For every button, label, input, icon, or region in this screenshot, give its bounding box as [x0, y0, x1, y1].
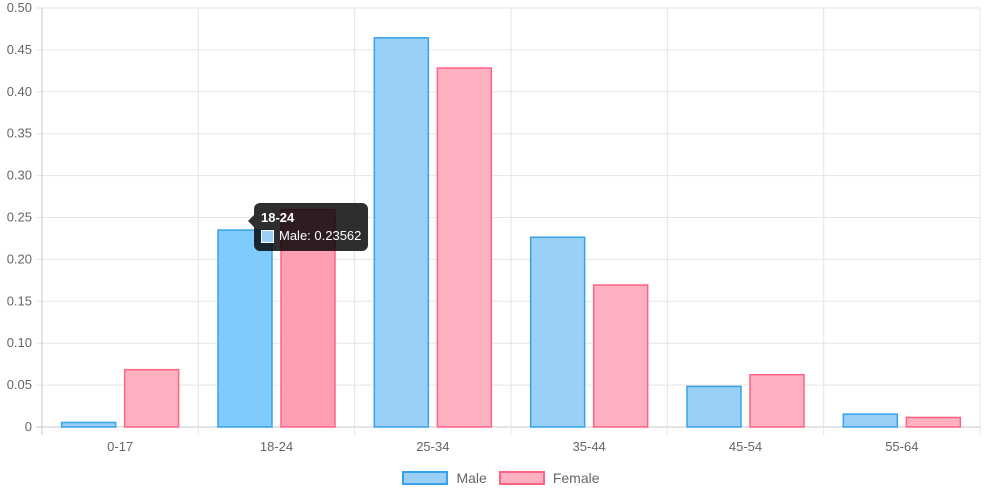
legend-item-male[interactable]: Male — [402, 470, 487, 486]
y-tick-label: 0.15 — [7, 293, 32, 308]
bar-male-35-44[interactable] — [529, 236, 586, 428]
bar-female-55-64[interactable] — [905, 416, 962, 428]
tooltip-label: Male: 0.23562 — [279, 228, 362, 243]
bar-female-35-44[interactable] — [592, 284, 649, 428]
bar-male-0-17[interactable] — [60, 421, 117, 428]
bar-female-25-34[interactable] — [436, 67, 493, 428]
legend-item-female[interactable]: Female — [498, 470, 600, 486]
bar-male-55-64[interactable] — [842, 413, 899, 428]
x-tick-label: 0-17 — [107, 439, 133, 454]
x-tick-label: 55-64 — [885, 439, 918, 454]
bar-female-0-17[interactable] — [123, 368, 180, 428]
y-tick-label: 0.25 — [7, 210, 32, 225]
bar-male-18-24[interactable] — [217, 229, 273, 428]
legend-label-female: Female — [552, 470, 600, 486]
y-tick-label: 0 — [25, 419, 32, 434]
y-tick-label: 0.50 — [7, 0, 32, 15]
x-tick-label: 25-34 — [416, 439, 449, 454]
y-tick-label: 0.20 — [7, 251, 32, 266]
y-tick-label: 0.10 — [7, 335, 32, 350]
y-tick-label: 0.30 — [7, 168, 32, 183]
tooltip-title: 18-24 — [261, 210, 295, 225]
tooltip-swatch — [261, 229, 274, 243]
y-axis-ticks: 0 0.05 0.10 0.15 0.20 0.25 0.30 0.35 0.40 0.45 0.5… — [7, 0, 32, 434]
x-axis-ticks: 0-17 18-24 25-34 35-44 45-54 55-64 — [107, 439, 918, 454]
legend: Male Female — [0, 470, 1002, 486]
bar-female-45-54[interactable] — [749, 373, 805, 428]
tooltip: 18-24 Male: 0.23562 — [247, 203, 369, 251]
bar-male-45-54[interactable] — [686, 385, 742, 428]
x-tick-label: 45-54 — [729, 439, 762, 454]
legend-label-male: Male — [456, 470, 487, 486]
x-tick-label: 18-24 — [260, 439, 293, 454]
x-tick-label: 35-44 — [573, 439, 606, 454]
y-tick-label: 0.40 — [7, 84, 32, 99]
bar-male-25-34[interactable] — [373, 37, 430, 428]
y-tick-label: 0.05 — [7, 377, 32, 392]
bar-chart: 0 0.05 0.10 0.15 0.20 0.25 0.30 0.35 0.40 0.45 0.5… — [7, 0, 981, 454]
legend-swatch-female — [498, 471, 545, 485]
legend-swatch-male — [402, 471, 449, 485]
y-tick-label: 0.45 — [7, 42, 32, 57]
y-tick-label: 0.35 — [7, 126, 32, 141]
